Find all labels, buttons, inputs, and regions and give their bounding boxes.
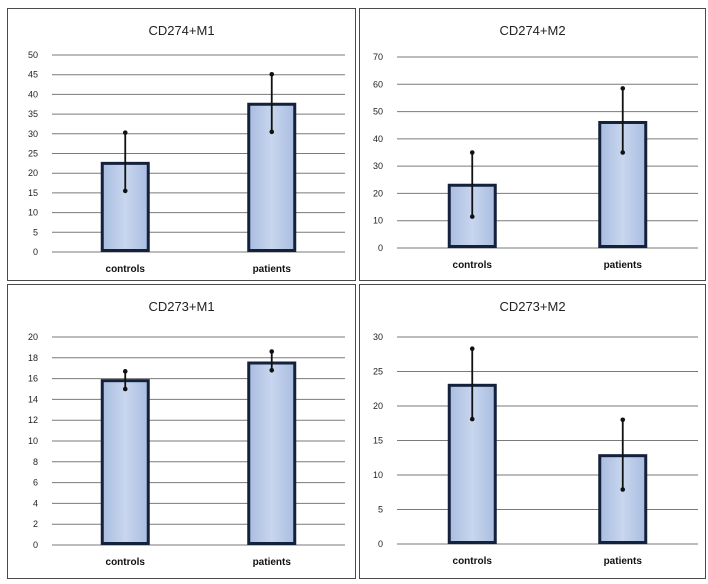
y-tick-label-cd274-m1-25: 25 xyxy=(28,149,38,159)
error-cap-high-cd274-m2-controls xyxy=(470,150,475,155)
chart-panel-cd273-m1: CD273+M1 0 2 4 6 8 10 12 14 16 18 20 controls patient… xyxy=(7,284,356,579)
y-tick-label-cd274-m2-0: 0 xyxy=(378,243,383,253)
x-category-label-cd273-m1-patients: patients xyxy=(253,557,292,568)
error-cap-low-cd273-m1-patients xyxy=(269,368,274,373)
y-tick-label-cd274-m2-60: 60 xyxy=(373,79,383,89)
chart-svg-cd274-m2: CD274+M2 0 10 20 30 40 50 60 70 controls patients xyxy=(360,9,705,280)
error-cap-low-cd274-m2-patients xyxy=(620,150,625,155)
y-tick-label-cd273-m1-6: 6 xyxy=(33,478,38,488)
y-tick-label-cd273-m2-30: 30 xyxy=(373,332,383,342)
error-cap-low-cd274-m2-controls xyxy=(470,214,475,219)
y-tick-label-cd274-m1-0: 0 xyxy=(33,247,38,257)
x-category-label-cd273-m1-controls: controls xyxy=(106,557,146,568)
error-cap-high-cd274-m1-patients xyxy=(269,72,274,77)
error-cap-high-cd274-m1-controls xyxy=(123,130,128,135)
error-cap-high-cd273-m2-controls xyxy=(470,346,475,351)
y-tick-label-cd274-m2-30: 30 xyxy=(373,161,383,171)
y-tick-label-cd274-m2-40: 40 xyxy=(373,134,383,144)
y-tick-label-cd274-m1-30: 30 xyxy=(28,129,38,139)
y-tick-label-cd273-m1-12: 12 xyxy=(28,415,38,425)
x-category-label-cd273-m2-controls: controls xyxy=(453,556,493,567)
y-tick-label-cd273-m1-14: 14 xyxy=(28,394,38,404)
y-tick-label-cd273-m1-18: 18 xyxy=(28,353,38,363)
error-cap-high-cd273-m1-patients xyxy=(269,349,274,354)
error-cap-low-cd274-m1-patients xyxy=(269,130,274,135)
error-cap-high-cd273-m2-patients xyxy=(620,418,625,423)
y-tick-label-cd274-m2-70: 70 xyxy=(373,52,383,62)
y-tick-label-cd274-m2-10: 10 xyxy=(373,216,383,226)
chart-svg-cd273-m2: CD273+M2 0 5 10 15 20 25 30 controls patients xyxy=(360,285,705,578)
y-tick-label-cd273-m1-2: 2 xyxy=(33,519,38,529)
y-tick-label-cd274-m1-50: 50 xyxy=(28,50,38,60)
chart-title-cd273-m1: CD273+M1 xyxy=(148,299,214,314)
y-tick-label-cd273-m2-25: 25 xyxy=(373,367,383,377)
chart-title-cd274-m1: CD274+M1 xyxy=(148,23,214,38)
y-tick-label-cd273-m2-15: 15 xyxy=(373,436,383,446)
y-tick-label-cd274-m2-20: 20 xyxy=(373,188,383,198)
chart-title-cd274-m2: CD274+M2 xyxy=(499,23,565,38)
y-tick-label-cd273-m2-5: 5 xyxy=(378,505,383,515)
y-tick-label-cd274-m1-5: 5 xyxy=(33,227,38,237)
error-cap-low-cd273-m1-controls xyxy=(123,387,128,392)
y-tick-label-cd273-m1-4: 4 xyxy=(33,498,38,508)
chart-panel-cd273-m2: CD273+M2 0 5 10 15 20 25 30 controls patients xyxy=(359,284,706,579)
y-tick-label-cd274-m1-15: 15 xyxy=(28,188,38,198)
y-tick-label-cd274-m1-35: 35 xyxy=(28,109,38,119)
y-tick-label-cd273-m2-0: 0 xyxy=(378,539,383,549)
y-tick-label-cd274-m1-40: 40 xyxy=(28,89,38,99)
y-tick-label-cd273-m1-8: 8 xyxy=(33,457,38,467)
x-category-label-cd274-m2-controls: controls xyxy=(453,260,493,271)
x-category-label-cd274-m1-controls: controls xyxy=(106,264,146,275)
bar-cd273-m1-patients xyxy=(249,363,295,544)
bar-cd273-m1-controls xyxy=(102,381,148,544)
error-cap-low-cd273-m2-patients xyxy=(620,487,625,492)
error-cap-low-cd274-m1-controls xyxy=(123,189,128,194)
y-tick-label-cd273-m1-16: 16 xyxy=(28,374,38,384)
y-tick-label-cd274-m1-20: 20 xyxy=(28,168,38,178)
chart-panel-cd274-m2: CD274+M2 0 10 20 30 40 50 60 70 controls patients xyxy=(359,8,706,281)
x-category-label-cd274-m1-patients: patients xyxy=(253,264,292,275)
chart-svg-cd274-m1: CD274+M1 0 5 10 15 20 25 30 35 40 45 50 controls pati… xyxy=(8,9,355,280)
chart-title-cd273-m2: CD273+M2 xyxy=(499,299,565,314)
x-category-label-cd274-m2-patients: patients xyxy=(604,260,643,271)
y-tick-label-cd273-m2-20: 20 xyxy=(373,401,383,411)
error-cap-high-cd273-m1-controls xyxy=(123,369,128,374)
error-cap-low-cd273-m2-controls xyxy=(470,417,475,422)
x-category-label-cd273-m2-patients: patients xyxy=(604,556,643,567)
error-cap-high-cd274-m2-patients xyxy=(620,86,625,91)
y-tick-label-cd273-m2-10: 10 xyxy=(373,470,383,480)
y-tick-label-cd273-m1-10: 10 xyxy=(28,436,38,446)
chart-panel-cd274-m1: CD274+M1 0 5 10 15 20 25 30 35 40 45 50 controls pati… xyxy=(7,8,356,281)
y-tick-label-cd273-m1-0: 0 xyxy=(33,540,38,550)
chart-svg-cd273-m1: CD273+M1 0 2 4 6 8 10 12 14 16 18 20 controls patient… xyxy=(8,285,355,578)
y-tick-label-cd274-m1-45: 45 xyxy=(28,70,38,80)
y-tick-label-cd274-m2-50: 50 xyxy=(373,107,383,117)
y-tick-label-cd273-m1-20: 20 xyxy=(28,332,38,342)
y-tick-label-cd274-m1-10: 10 xyxy=(28,208,38,218)
